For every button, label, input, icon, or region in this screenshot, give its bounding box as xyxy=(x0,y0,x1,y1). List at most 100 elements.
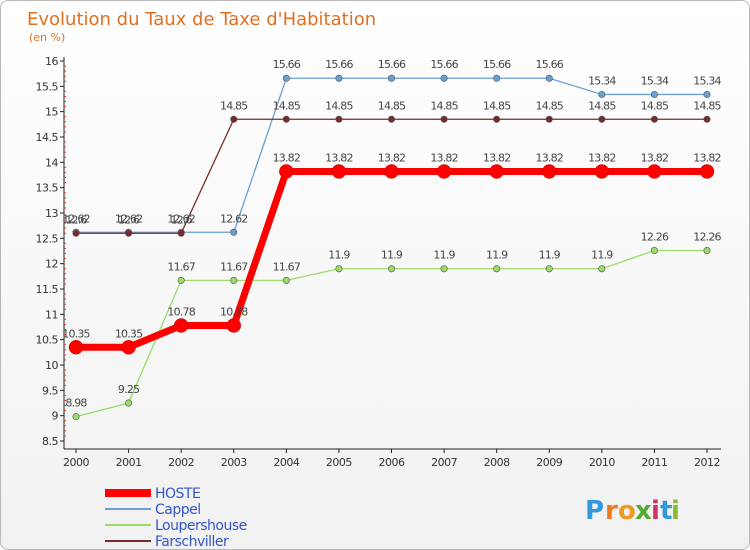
y-tick-label: 14.5 xyxy=(36,131,59,144)
data-label-loupershouse: 11.67 xyxy=(273,260,301,273)
data-label-cappel: 12.62 xyxy=(115,212,143,225)
data-point-hoste xyxy=(384,164,399,179)
data-label-hoste: 13.82 xyxy=(430,151,458,164)
logo-letter: i xyxy=(651,496,660,526)
data-point-farschviller xyxy=(72,229,80,237)
y-tick-label: 9 xyxy=(52,410,59,423)
data-labels: 12.62 12.62 12.62 12.62 15.66 15.66 15.66 15.66… xyxy=(62,58,722,409)
data-point-loupershouse xyxy=(125,399,133,407)
data-point-loupershouse xyxy=(545,265,553,273)
data-point-hoste xyxy=(699,164,715,179)
data-label-cappel: 15.66 xyxy=(378,58,406,71)
data-label-cappel: 12.62 xyxy=(62,212,90,225)
data-label-loupershouse: 9.25 xyxy=(118,383,140,396)
data-point-hoste xyxy=(489,164,504,179)
legend-label-cappel: Cappel xyxy=(155,502,201,518)
data-point-hoste xyxy=(542,164,557,179)
data-label-cappel: 15.66 xyxy=(325,58,353,71)
data-point-farschviller xyxy=(650,115,658,123)
data-point-cappel xyxy=(230,228,238,236)
data-point-cappel xyxy=(703,90,711,98)
data-point-cappel xyxy=(598,90,606,98)
data-point-loupershouse xyxy=(598,265,606,273)
data-label-loupershouse: 11.67 xyxy=(220,260,248,273)
y-tick-label: 11 xyxy=(45,308,58,321)
data-label-cappel: 12.62 xyxy=(220,212,248,225)
data-point-farschviller xyxy=(230,115,238,123)
data-label-farschviller: 14.85 xyxy=(220,99,248,112)
logo-letter: i xyxy=(671,496,680,526)
data-point-loupershouse xyxy=(335,265,343,273)
data-label-hoste: 13.82 xyxy=(693,151,721,164)
data-label-farschviller: 14.85 xyxy=(430,99,458,112)
data-label-farschviller: 12.6 xyxy=(118,213,140,226)
data-point-cappel xyxy=(335,74,343,82)
axes: 8.5 9 9.5 10 10.5 11 11.5 12 12.5 13 13.5 14 14.5 15 1… xyxy=(36,55,721,469)
data-label-cappel: 15.34 xyxy=(693,74,721,87)
y-tick-label: 8.5 xyxy=(42,435,58,448)
data-label-farschviller: 14.85 xyxy=(536,99,564,112)
x-tick-label: 2002 xyxy=(168,456,194,469)
data-point-cappel xyxy=(545,74,553,82)
y-tick-label: 11.5 xyxy=(36,283,59,296)
data-point-farschviller xyxy=(545,115,553,123)
data-label-farschviller: 14.85 xyxy=(325,99,353,112)
x-tick-label: 2003 xyxy=(221,456,247,469)
data-label-loupershouse: 11.9 xyxy=(433,249,455,262)
data-point-hoste xyxy=(647,164,662,179)
data-point-hoste xyxy=(121,340,136,355)
data-point-farschviller xyxy=(598,115,606,123)
data-label-farschviller: 14.85 xyxy=(273,99,301,112)
legend-label-farschviller: Farschviller xyxy=(155,534,229,550)
data-label-hoste: 13.82 xyxy=(536,151,564,164)
data-label-loupershouse: 11.9 xyxy=(381,249,403,262)
data-label-hoste: 10.35 xyxy=(62,327,90,340)
x-tick-label: 2000 xyxy=(63,456,89,469)
logo-letter: x xyxy=(635,496,652,526)
x-tick-label: 2012 xyxy=(694,456,720,469)
data-label-farschviller: 14.85 xyxy=(588,99,616,112)
data-point-farschviller xyxy=(493,115,501,123)
y-tick-label: 15.5 xyxy=(36,80,59,93)
y-tick-label: 10 xyxy=(45,359,58,372)
data-point-loupershouse xyxy=(703,246,711,254)
x-tick-label: 2010 xyxy=(589,456,615,469)
y-tick-label: 10.5 xyxy=(36,334,59,347)
data-point-hoste xyxy=(173,318,189,333)
data-label-cappel: 15.66 xyxy=(483,58,511,71)
x-tick-label: 2011 xyxy=(641,456,667,469)
data-label-loupershouse: 11.9 xyxy=(486,249,508,262)
data-point-farschviller xyxy=(282,115,290,123)
x-tick-label: 2004 xyxy=(273,456,299,469)
data-point-cappel xyxy=(387,74,395,82)
data-label-hoste: 13.82 xyxy=(483,151,511,164)
data-label-cappel: 15.66 xyxy=(273,58,301,71)
data-label-farschviller: 14.85 xyxy=(483,99,511,112)
data-label-farschviller: 14.85 xyxy=(693,99,721,112)
chart-title: Evolution du Taux de Taxe d'Habitation xyxy=(27,9,376,30)
data-label-hoste: 13.82 xyxy=(641,151,669,164)
data-label-hoste: 10.78 xyxy=(167,305,195,318)
x-tick-label: 2009 xyxy=(536,456,562,469)
data-point-cappel xyxy=(493,74,501,82)
data-point-loupershouse xyxy=(177,276,185,284)
logo-letter: t xyxy=(660,496,672,526)
data-label-farschviller: 12.6 xyxy=(65,213,87,226)
x-tick-label: 2005 xyxy=(326,456,352,469)
data-label-hoste: 13.82 xyxy=(325,151,353,164)
data-point-farschviller xyxy=(335,115,343,123)
data-label-cappel: 15.66 xyxy=(430,58,458,71)
y-tick-label: 14 xyxy=(45,156,58,169)
data-label-cappel: 15.34 xyxy=(588,74,616,87)
data-label-hoste: 13.82 xyxy=(588,151,616,164)
legend-label-loupershouse: Loupershouse xyxy=(155,518,247,534)
data-point-farschviller xyxy=(125,229,133,237)
data-point-hoste xyxy=(436,164,452,179)
data-label-farschviller: 14.85 xyxy=(378,99,406,112)
logo-letter: r xyxy=(605,496,618,526)
data-point-hoste xyxy=(331,164,347,179)
y-tick-label: 13.5 xyxy=(36,182,59,195)
x-tick-label: 2008 xyxy=(484,456,510,469)
